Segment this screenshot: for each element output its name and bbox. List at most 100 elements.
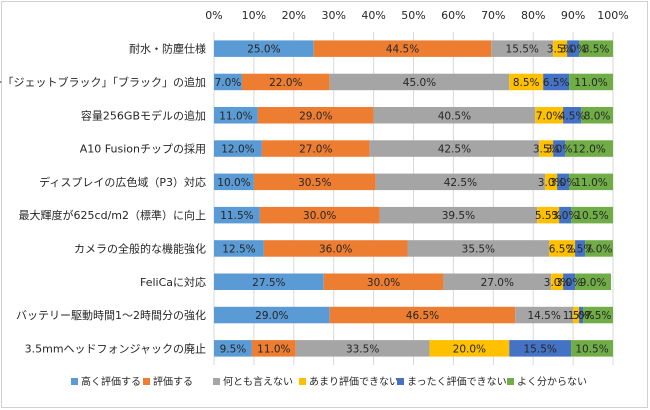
bar-segment (581, 107, 613, 124)
data-label: 11.0% (574, 77, 607, 89)
category-label: FeliCaに対応 (140, 275, 206, 289)
data-label: 33.5% (346, 343, 379, 355)
x-tick-label: 80% (521, 9, 545, 22)
data-label: 7.0% (536, 110, 563, 122)
bar-segment (214, 107, 258, 124)
data-label: 46.5% (406, 310, 439, 322)
bar-segment (407, 240, 550, 257)
bars (214, 40, 613, 357)
data-label: 6.5% (543, 77, 570, 89)
data-label: 3.0% (538, 177, 565, 189)
legend: 高く評価する 評価する 何とも言えない あまり評価できない まったく評価できない よく分か… (71, 375, 587, 388)
data-label: 30.5% (298, 177, 331, 189)
bar-segment (535, 107, 564, 124)
data-label: 20.0% (453, 343, 486, 355)
bar-segment (379, 206, 538, 224)
category-label: 3.5mmヘッドフォンジャックの廃止 (25, 341, 206, 355)
category-label: ディスプレイの広色域（P3）対応 (39, 175, 206, 189)
bar-segment (313, 40, 492, 57)
bar-segment (214, 273, 324, 290)
x-tick-label: 100% (597, 9, 628, 22)
data-label: 8.5% (513, 77, 540, 89)
data-label: 15.5% (524, 343, 557, 355)
data-label: 9.0% (580, 277, 607, 289)
legend-label: まったく評価できない (407, 375, 507, 388)
bar-segment (585, 240, 613, 257)
data-label: 1.5% (563, 310, 590, 322)
data-label: 40.5% (438, 110, 471, 122)
data-label: 39.5% (442, 210, 475, 222)
x-tick-label: 70% (481, 9, 505, 22)
bar-segment (329, 73, 510, 91)
data-label: 8.0% (584, 110, 611, 122)
bar-segment (214, 140, 262, 157)
legend-label: 高く評価する (81, 375, 141, 388)
category-label: バッテリー駆動時間1～2時間分の強化 (16, 308, 206, 322)
bar-segment (214, 306, 330, 324)
data-label: 29.0% (299, 110, 332, 122)
bar-segment (443, 273, 552, 290)
bar-segment (563, 273, 576, 290)
bar-segment (545, 173, 558, 191)
bar-segment (553, 140, 566, 157)
data-label: 22.0% (269, 77, 302, 89)
bar-segment (375, 173, 546, 191)
data-label: 44.5% (386, 44, 419, 56)
data-label: 27.0% (299, 144, 332, 156)
data-label: 25.0% (247, 44, 280, 56)
data-label: 10.0% (217, 177, 250, 189)
data-label: 3.0% (560, 44, 587, 56)
data-label: 27.5% (252, 277, 285, 289)
legend-swatch (397, 378, 404, 385)
bar-segment (491, 40, 554, 57)
bar-segment (553, 40, 568, 57)
category-label: 耐水・防塵仕様 (129, 42, 206, 56)
bar-segment (369, 140, 540, 157)
data-label: 5.5% (535, 210, 562, 222)
data-label: 10.5% (575, 210, 608, 222)
data-label: 15.5% (506, 44, 539, 56)
bar-segment (214, 206, 260, 224)
category-label: 容量256GBモデルの追加 (81, 108, 206, 122)
data-label: 11.5% (220, 210, 253, 222)
bar-segment (214, 340, 252, 357)
data-label: 42.5% (438, 144, 471, 156)
bar-segment (551, 273, 564, 290)
data-label: 3.0% (550, 177, 577, 189)
bar-segment (539, 140, 554, 157)
bar-segment (571, 206, 613, 224)
bar-segment (569, 173, 613, 191)
bar-segment (253, 173, 376, 191)
bar-segment (241, 73, 330, 91)
data-label: 3.0% (546, 144, 573, 156)
bar-segment (549, 240, 576, 257)
bar-segment (263, 240, 408, 257)
x-tick-label: 0% (205, 9, 222, 22)
bar-segment (214, 73, 242, 91)
bar-segment (567, 40, 580, 57)
bar-segment (557, 173, 570, 191)
data-label: 11.0% (257, 343, 290, 355)
data-label: 6.5% (549, 243, 576, 255)
bar-segment (259, 206, 380, 224)
bar-segment (579, 40, 613, 57)
bar-segment (257, 107, 374, 124)
data-label: 2.5% (567, 243, 594, 255)
data-label: 8.5% (583, 44, 610, 56)
bar-segment (373, 107, 536, 124)
data-label: 4.5% (559, 110, 586, 122)
bar-segment (575, 240, 586, 257)
x-tick-label: 30% (321, 9, 345, 22)
bar-segment (571, 340, 613, 357)
legend-label: よく分からない (517, 376, 587, 388)
bar-segment (323, 273, 444, 290)
bar-segment (543, 73, 570, 91)
data-label: 7.5% (585, 310, 612, 322)
data-label: 42.5% (444, 177, 477, 189)
bar-segment (537, 206, 560, 224)
category-labels: 耐水・防塵仕様新カラー「ジェットブラック」「ブラック」の追加容量256GBモデル… (0, 42, 206, 356)
data-label: 30.0% (303, 210, 336, 222)
x-tick-label: 60% (441, 9, 465, 22)
bar-segment (573, 306, 580, 324)
